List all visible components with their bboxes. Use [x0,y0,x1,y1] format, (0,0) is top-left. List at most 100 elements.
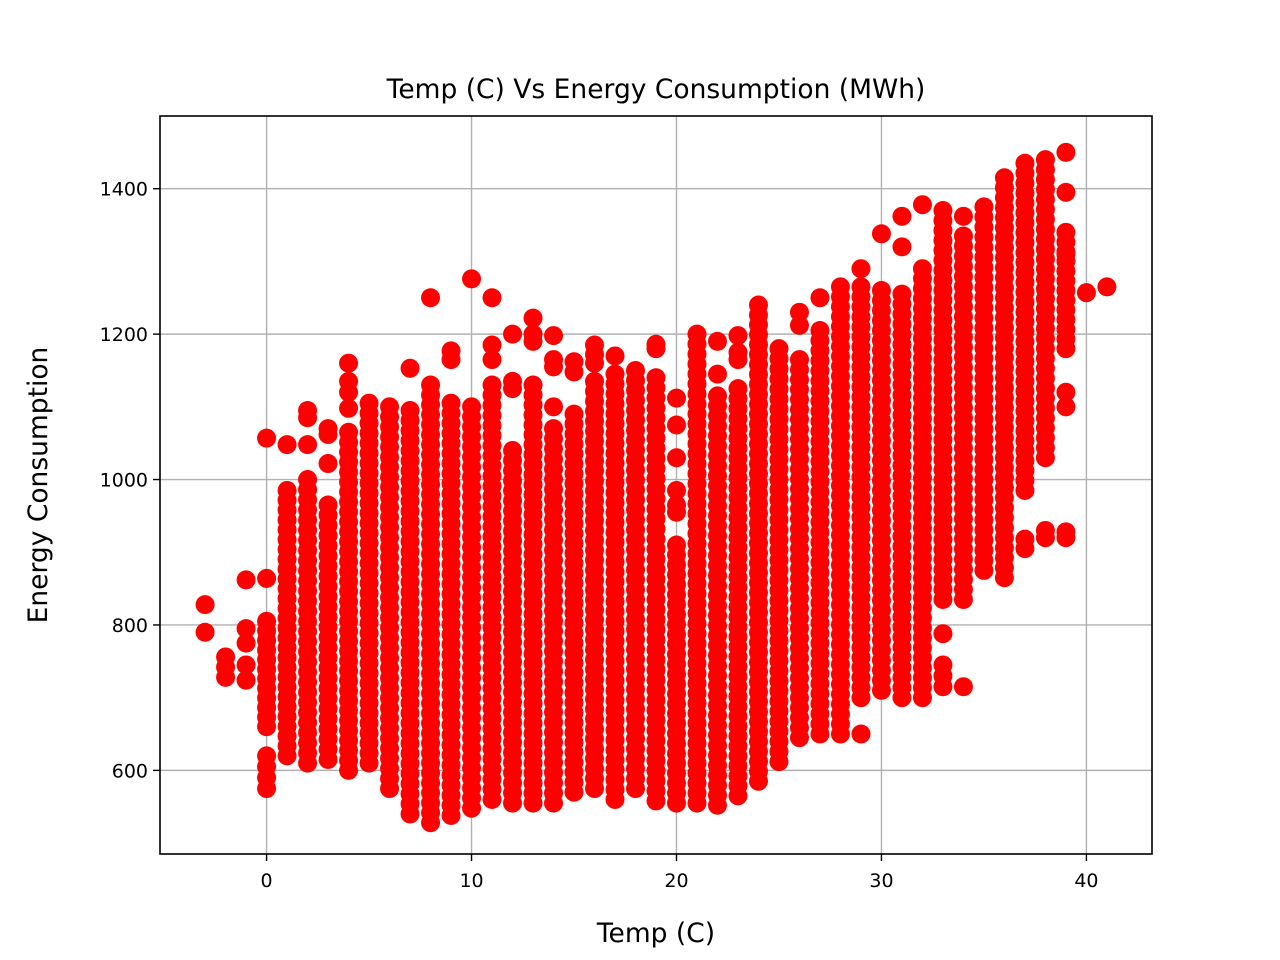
y-axis-label: Energy Consumption [23,347,54,624]
x-axis-ticks: 0 10 20 30 40 [261,854,1099,892]
data-point [421,288,441,308]
data-point [851,724,871,744]
data-point [605,346,625,366]
data-point [626,779,646,799]
data-point [728,786,748,806]
data-point [892,206,912,226]
data-point [195,595,215,615]
data-point [195,622,215,642]
data-point [380,779,400,799]
data-point [503,793,523,813]
data-point [912,688,932,708]
data-point [318,419,338,439]
data-point [646,334,666,354]
data-point [666,793,686,813]
plot-frame [159,115,1153,855]
data-point [298,435,318,455]
data-point [1035,448,1055,468]
data-point [912,195,932,215]
data-point [339,353,359,373]
data-point [359,753,379,773]
data-point [810,288,830,308]
data-point [236,619,256,639]
data-point [482,789,502,809]
data-point [544,350,564,370]
data-point [523,793,543,813]
y-tick-label: 1200 [100,324,148,346]
data-point [400,804,420,824]
data-point [728,326,748,346]
data-point [646,791,666,811]
data-point [421,813,441,833]
data-point [564,352,584,372]
y-axis-ticks: 600 800 1000 1200 1400 [100,179,160,782]
data-point [974,560,994,580]
data-point [748,771,768,791]
data-point [462,798,482,818]
x-tick-label: 0 [261,870,273,892]
data-point [482,335,502,355]
data-point [994,568,1014,588]
data-point [236,655,256,675]
data-point [892,237,912,257]
data-points [195,142,1117,833]
data-point [810,724,830,744]
data-point [789,315,809,335]
data-point [933,624,953,644]
data-point [544,793,564,813]
data-point [1015,529,1035,549]
data-point [1035,520,1055,540]
data-point [830,724,850,744]
y-tick-label: 1400 [100,179,148,201]
data-point [462,269,482,289]
data-point [666,448,686,468]
data-point [1056,382,1076,402]
data-point [564,782,584,802]
x-tick-label: 20 [664,870,688,892]
data-point [1056,182,1076,202]
data-point [236,633,256,653]
data-point [544,397,564,417]
data-point [707,331,727,351]
data-point [666,495,686,515]
data-point [503,371,523,391]
x-tick-label: 10 [459,870,483,892]
data-point [933,590,953,610]
data-point [523,308,543,328]
data-point [666,480,686,500]
data-point [851,688,871,708]
data-point [257,428,277,448]
data-point [277,435,297,455]
data-point [503,324,523,344]
data-point [585,335,605,355]
data-point [277,746,297,766]
data-point [871,680,891,700]
x-axis-label: Temp (C) [596,918,715,949]
data-point [318,749,338,769]
data-point [953,206,973,226]
x-tick-label: 30 [869,870,893,892]
data-point [1056,522,1076,542]
data-point [666,415,686,435]
data-point [707,364,727,384]
data-point [789,728,809,748]
data-point [339,760,359,780]
data-point [1076,283,1096,303]
data-point [236,670,256,690]
data-point [1056,397,1076,417]
data-point [666,388,686,408]
data-point [257,717,277,737]
data-point [339,371,359,391]
chart-title: Temp (C) Vs Energy Consumption (MWh) [386,74,926,105]
data-point [953,677,973,697]
data-point [769,752,789,772]
data-point [1056,339,1076,359]
data-point [339,398,359,418]
data-point [1015,480,1035,500]
data-point [789,302,809,322]
data-point [216,647,236,667]
data-point [400,358,420,378]
data-point [1097,277,1117,297]
data-point [441,805,461,825]
